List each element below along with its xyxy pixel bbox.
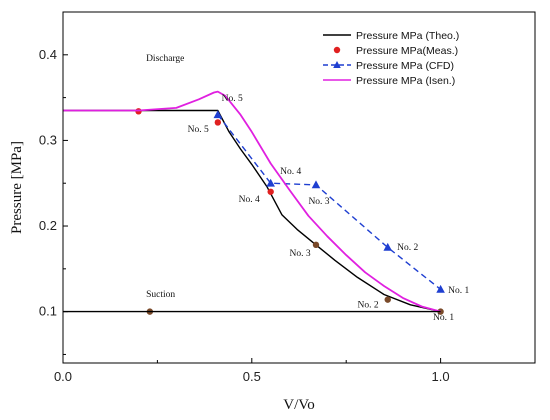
plot-frame [62, 11, 536, 364]
legend-swatch [333, 46, 341, 54]
x-tick-label: 0.5 [243, 369, 261, 384]
cfd-point [436, 284, 445, 293]
series-line-pressure-mpa-isen [63, 90, 441, 313]
annotation-no-1: No. 1 [433, 313, 454, 323]
x-tick-label: 1.0 [432, 369, 450, 384]
y-tick-label: 0.4 [39, 47, 57, 62]
legend-label: Pressure MPa (Isen.) [356, 75, 455, 87]
y-tick-label: 0.3 [39, 132, 57, 147]
measured-point [312, 241, 320, 249]
legend-item-pressure-mpa-meas: Pressure MPa(Meas.) [333, 45, 458, 57]
annotation-no-3: No. 3 [308, 197, 329, 207]
annotation-no-2: No. 2 [397, 243, 418, 253]
axis-ticks: 0.0 0.5 1.0 0.1 0.2 0.3 0.4 [39, 11, 536, 384]
legend-item-pressure-mpa-theo: Pressure MPa (Theo.) [323, 30, 459, 42]
annotation-discharge: Discharge [146, 54, 184, 64]
cfd-point [311, 180, 321, 189]
annotation-no-3: No. 3 [290, 249, 311, 259]
legend-marker [333, 61, 341, 68]
cfd-point [266, 178, 275, 187]
y-tick-label: 0.1 [39, 304, 57, 319]
annotation-no-5: No. 5 [222, 94, 243, 104]
annotation-no-2: No. 2 [358, 300, 379, 310]
annotation-no-4: No. 4 [280, 167, 301, 177]
cfd-point [213, 110, 223, 119]
cfd-point [383, 242, 393, 251]
legend: Pressure MPa (Theo.) Pressure MPa(Meas.) P… [323, 30, 459, 87]
annotation-no-5: No. 5 [188, 125, 209, 135]
measured-point [384, 296, 391, 303]
legend-label: Pressure MPa (Theo.) [356, 30, 459, 42]
annotation-suction: Suction [146, 290, 175, 300]
series-line-pressure-mpa-theo [63, 109, 441, 313]
legend-item-pressure-mpa-cfd: Pressure MPa (CFD) [323, 60, 454, 72]
x-tick-label: 0.0 [54, 369, 72, 384]
measured-point [214, 119, 222, 126]
legend-item-pressure-mpa-isen: Pressure MPa (Isen.) [323, 75, 455, 87]
legend-label: Pressure MPa(Meas.) [356, 45, 458, 57]
annotations: Discharge Suction No. 5 No. 5 No. 4 No. 4 No. … [146, 54, 469, 323]
legend-label: Pressure MPa (CFD) [356, 60, 454, 72]
y-axis-title: Pressure [MPa] [9, 141, 25, 234]
y-tick-label: 0.2 [39, 218, 57, 233]
annotation-no-1: No. 1 [448, 286, 469, 296]
chart-marks [63, 90, 445, 315]
x-axis-title: V/Vo [283, 397, 314, 413]
measured-point [267, 188, 274, 195]
annotation-no-4: No. 4 [239, 195, 260, 205]
